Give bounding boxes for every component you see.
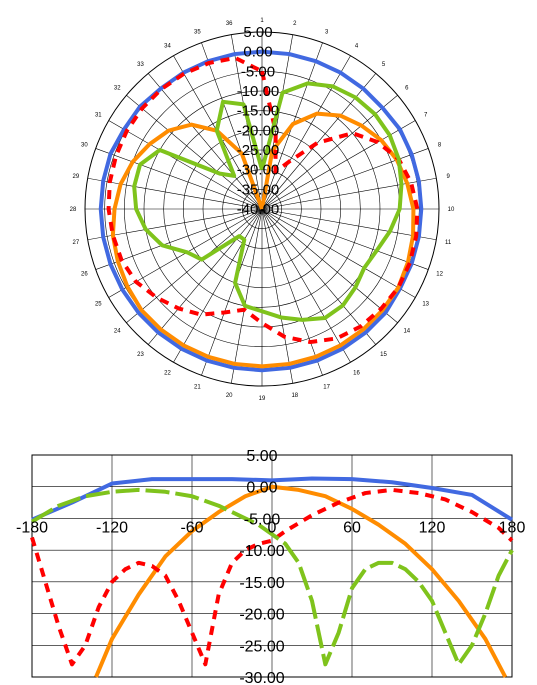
polar-series-group — [98, 49, 424, 373]
polar-angle-label: 13 — [422, 302, 429, 308]
polar-spoke — [147, 73, 263, 210]
line-chart-series-group — [30, 476, 514, 678]
polar-series-0 — [98, 49, 424, 373]
polar-angle-label: 8 — [438, 142, 442, 148]
x-tick-label: 180 — [499, 520, 526, 537]
polar-angle-label: 16 — [353, 371, 360, 377]
polar-series-3 — [132, 81, 404, 322]
polar-series-1 — [110, 111, 416, 369]
polar-spoke — [95, 148, 263, 210]
polar-spoke — [108, 120, 263, 210]
polar-radial-label: -10.00 — [237, 83, 280, 100]
polar-angle-label: 22 — [164, 371, 171, 377]
polar-spoke — [126, 208, 263, 324]
polar-radial-label: -35.00 — [237, 181, 280, 198]
polar-spoke — [261, 208, 377, 345]
y-tick-label: -15.00 — [239, 575, 284, 592]
polar-radial-label: -20.00 — [237, 122, 280, 139]
y-tick-label: -25.00 — [239, 638, 284, 655]
polar-radial-label: -15.00 — [237, 103, 280, 120]
polar-angle-label: 36 — [226, 21, 233, 27]
polar-spoke — [261, 55, 351, 210]
polar-angle-label: 35 — [194, 29, 201, 35]
polar-angle-label: 10 — [448, 207, 455, 213]
polar-angle-label: 21 — [194, 385, 201, 391]
polar-angle-label: 20 — [226, 393, 233, 399]
polar-spoke — [261, 208, 398, 324]
polar-radial-label: -30.00 — [237, 162, 280, 179]
polar-spoke — [87, 177, 263, 210]
y-tick-label: -30.00 — [239, 670, 284, 685]
y-tick-label: 5.00 — [246, 448, 277, 465]
polar-angle-label: 3 — [325, 29, 329, 35]
polar-angle-label: 4 — [355, 43, 359, 49]
x-tick-label: -180 — [16, 520, 48, 537]
line-series-2 — [30, 487, 514, 667]
polar-spoke — [147, 208, 263, 345]
line-series-0 — [31, 476, 514, 522]
polar-angle-label: 32 — [114, 86, 121, 92]
line-series-3 — [30, 487, 514, 667]
polar-radial-label: -5.00 — [241, 63, 275, 80]
y-tick-label: -20.00 — [239, 607, 284, 624]
polar-radial-label: -25.00 — [237, 142, 280, 159]
polar-angle-label: 19 — [259, 396, 266, 402]
polar-spoke — [261, 208, 294, 384]
polar-angle-label: 1 — [260, 18, 264, 24]
y-tick-label: -5.00 — [244, 511, 281, 528]
polar-angle-label: 33 — [137, 62, 144, 68]
polar-spoke — [261, 208, 429, 270]
x-tick-label: 120 — [419, 520, 446, 537]
polar-angle-label: 18 — [291, 393, 298, 399]
polar-angle-label: 12 — [436, 272, 443, 278]
polar-angle-label: 7 — [424, 113, 428, 119]
polar-angle-label: 28 — [70, 207, 77, 213]
x-tick-label: -120 — [96, 520, 128, 537]
polar-spoke — [261, 208, 323, 376]
polar-angle-label: 27 — [73, 240, 80, 246]
polar-spoke — [261, 208, 351, 363]
polar-angle-label: 9 — [446, 174, 450, 180]
polar-spoke — [87, 208, 263, 241]
polar-radial-label: 5.00 — [243, 24, 272, 41]
polar-angle-label: 25 — [95, 302, 102, 308]
polar-angle-label: 23 — [137, 352, 144, 358]
polar-spoke — [261, 208, 416, 298]
polar-angle-label: 34 — [164, 43, 171, 49]
polar-angle-label: 30 — [81, 142, 88, 148]
polar-spoke — [126, 94, 263, 210]
polar-angle-label: 5 — [382, 62, 386, 68]
polar-spoke — [230, 208, 263, 384]
polar-angle-label: 11 — [445, 240, 452, 246]
polar-radial-label: 0.00 — [243, 44, 272, 61]
polar-radial-label: -40.00 — [237, 201, 280, 218]
polar-series-2 — [106, 55, 420, 345]
polar-spoke — [173, 208, 263, 363]
polar-angle-label: 17 — [323, 385, 330, 391]
y-tick-label: -10.00 — [239, 543, 284, 560]
x-tick-label: -60 — [180, 520, 203, 537]
polar-angle-label: 14 — [403, 328, 410, 334]
x-tick-label: 0 — [268, 520, 277, 537]
polar-angle-label: 2 — [293, 21, 297, 27]
y-tick-label: 0.00 — [246, 480, 277, 497]
polar-chart: 1 234567891011121314151617181920212223242… — [70, 18, 455, 402]
polar-spoke — [261, 208, 437, 241]
x-tick-label: 60 — [343, 520, 361, 537]
polar-spoke — [201, 208, 263, 376]
polar-angle-label: 29 — [73, 174, 80, 180]
polar-labels: 1 234567891011121314151617181920212223242… — [70, 18, 455, 402]
polar-angle-label: 31 — [95, 113, 102, 119]
polar-angle-label: 6 — [405, 86, 409, 92]
polar-angle-label: 24 — [114, 328, 121, 334]
polar-angle-label: 26 — [81, 272, 88, 278]
polar-angle-label: 15 — [380, 352, 387, 358]
line-chart-labels: 5.00 0.00 -5.00 -10.00 -15.00 -20.00 -25.00 -30… — [16, 448, 525, 685]
